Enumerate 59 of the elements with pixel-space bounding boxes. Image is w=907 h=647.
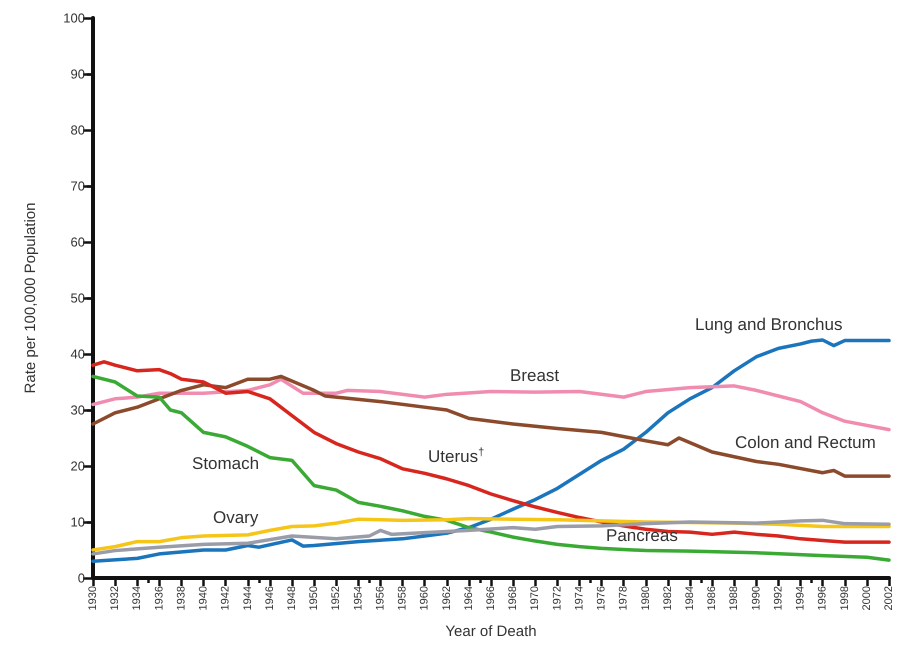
x-tick-label: 1966 [485,586,497,610]
x-tick-label: 1996 [816,586,829,610]
x-tick-label: 1998 [838,586,851,610]
x-tick-label: 1974 [573,586,586,610]
x-tick-label: 1960 [418,586,431,610]
series-label: Ovary [213,508,259,527]
x-tick-label: 1952 [330,586,342,610]
x-tick-label: 1936 [153,586,166,610]
x-tick-label: 1970 [529,586,542,610]
series-label: Breast [510,366,560,385]
y-tick-label: 10 [70,514,85,530]
y-axis-title: Rate per 100,000 Population [22,202,39,394]
x-tick-label: 2000 [860,586,873,610]
x-tick-label: 1954 [352,586,364,610]
x-tick-label: 1964 [462,586,475,610]
x-tick-label: 1930 [87,586,99,610]
x-tick-label: 1962 [440,586,453,610]
x-tick-label: 1932 [109,586,122,610]
y-tick-label: 80 [70,122,85,138]
x-tick-label: 1944 [242,586,254,610]
y-tick-label: 90 [70,66,85,82]
x-tick-label: 1992 [772,586,784,610]
x-tick-label: 1934 [131,586,144,610]
line-series [91,338,891,563]
x-tick-label: 1990 [750,586,762,610]
x-tick-label: 1972 [551,586,564,610]
y-tick-label: 100 [63,10,85,26]
x-tick-label: 1986 [706,586,718,610]
x-tick-label: 1988 [728,586,740,610]
x-tick-label: 1950 [308,586,320,610]
x-tick-label: 1958 [396,586,409,610]
x-tick-label: 2002 [883,586,895,610]
x-tick-label: 1978 [618,586,630,610]
x-tick-label: 1980 [640,586,652,610]
y-tick-label: 0 [78,570,85,586]
x-tick-label: 1994 [794,586,807,610]
series-label: Uterus† [428,446,484,466]
x-tick-label: 1956 [374,586,386,610]
x-tick-label: 1938 [175,586,188,610]
series-label: Pancreas [606,526,678,545]
y-tick-label: 70 [70,178,85,194]
series-label: Stomach [192,454,260,473]
series-label: Colon and Rectum [735,433,876,452]
series-label: Lung and Bronchus [695,315,842,334]
x-tick-label: 1948 [286,586,298,610]
x-tick-label: 1940 [198,586,210,610]
x-tick-label: 1982 [662,586,674,610]
x-tick-label: 1942 [220,586,232,610]
line-series [91,360,891,544]
x-tick-label: 1984 [684,586,696,610]
y-tick-label: 60 [70,234,85,250]
x-axis-title: Year of Death [445,623,537,640]
y-tick-label: 40 [70,346,85,362]
y-tick-label: 50 [70,290,85,306]
x-tick-label: 1968 [507,586,520,610]
y-tick-label: 30 [70,402,85,418]
y-tick-label: 20 [70,458,85,474]
x-tick-label: 1976 [596,586,608,610]
x-tick-label: 1946 [264,586,276,610]
